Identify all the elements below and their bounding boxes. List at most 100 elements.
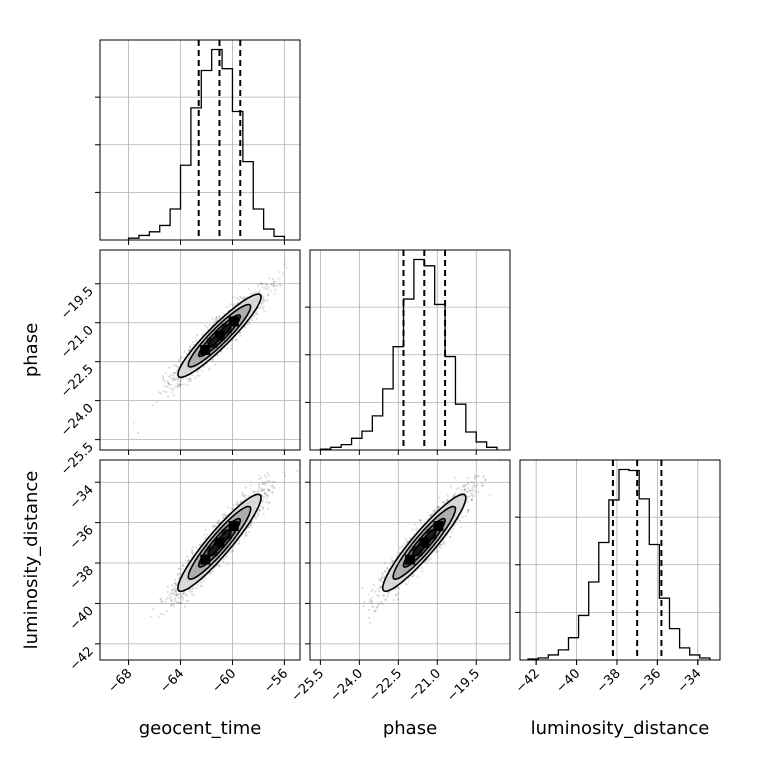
sample-point <box>249 484 252 487</box>
sample-point <box>171 603 174 607</box>
sample-point <box>217 520 220 523</box>
density-cell <box>200 345 211 355</box>
sample-point <box>222 560 225 563</box>
sample-point <box>257 489 260 492</box>
sample-point <box>264 288 267 291</box>
sample-point <box>178 593 181 596</box>
sample-point <box>250 525 253 528</box>
sample-point <box>265 500 268 504</box>
sample-point <box>177 596 180 599</box>
sample-point <box>224 514 227 517</box>
sample-point <box>473 484 476 487</box>
sample-point <box>267 293 270 296</box>
sample-point <box>172 364 175 367</box>
sample-point <box>279 284 282 287</box>
sample-point <box>220 350 223 353</box>
sample-point <box>176 600 179 603</box>
sample-point <box>204 537 208 540</box>
sample-point <box>164 600 167 603</box>
sample-point <box>194 376 197 379</box>
density-cell <box>207 337 218 348</box>
histogram-luminosity_distance <box>527 468 711 660</box>
sample-point <box>177 593 180 596</box>
sample-point <box>482 476 485 479</box>
sample-point <box>436 549 439 552</box>
sample-point <box>371 588 374 591</box>
sample-point <box>244 497 247 500</box>
density-cell <box>221 529 232 540</box>
sample-point <box>177 385 180 388</box>
sample-point <box>237 542 240 545</box>
sample-point <box>204 528 207 532</box>
sample-point <box>176 379 179 382</box>
sample-point <box>224 513 227 516</box>
density-cell <box>221 323 232 334</box>
sample-point <box>174 371 177 374</box>
sample-point <box>296 469 299 472</box>
sample-point <box>173 374 176 377</box>
sample-point <box>216 354 219 357</box>
sample-point <box>268 501 271 504</box>
sample-point <box>259 305 262 308</box>
hist-panel-geocent_time <box>95 39 301 245</box>
sample-point <box>180 601 183 605</box>
sample-point <box>241 297 244 300</box>
sample-point <box>162 376 165 379</box>
sample-point <box>461 485 465 488</box>
sample-point <box>170 373 174 376</box>
sample-point <box>396 551 399 554</box>
sample-point <box>272 486 275 489</box>
sample-point <box>171 377 174 381</box>
sample-point <box>202 365 205 368</box>
sample-point <box>278 270 281 274</box>
sample-point <box>262 513 265 516</box>
sample-point <box>236 502 239 505</box>
histogram-geocent_time <box>127 48 286 240</box>
sample-point <box>260 505 263 508</box>
contour-line-3 <box>207 323 232 348</box>
sample-point <box>194 339 198 342</box>
sample-point <box>171 589 174 592</box>
sample-point <box>231 507 234 511</box>
sample-point <box>178 358 181 361</box>
sample-point <box>166 385 169 388</box>
sample-point <box>158 391 161 394</box>
sample-point <box>384 561 387 565</box>
sample-point <box>262 481 265 484</box>
sample-point <box>237 301 240 304</box>
sample-point <box>266 507 270 510</box>
sample-point <box>264 299 267 303</box>
sample-point <box>262 507 265 510</box>
sample-point <box>178 380 181 383</box>
sample-point <box>243 326 246 329</box>
sample-point <box>254 517 258 520</box>
sample-point <box>267 502 270 505</box>
sample-point <box>271 492 274 495</box>
sample-point <box>260 282 263 285</box>
sample-point <box>174 588 178 591</box>
panel-content <box>100 460 300 660</box>
sample-point <box>198 374 201 377</box>
sample-point <box>233 504 236 507</box>
sample-point <box>189 590 192 593</box>
sample-point <box>263 474 267 477</box>
sample-point <box>252 490 255 493</box>
sample-point <box>175 582 178 585</box>
sample-point <box>191 548 194 551</box>
sample-point <box>266 479 269 483</box>
sample-point <box>254 312 257 315</box>
sample-point <box>267 495 270 498</box>
sample-point <box>167 375 171 378</box>
sample-point <box>191 340 194 343</box>
sample-point <box>178 360 181 363</box>
sample-point <box>169 597 172 601</box>
contour-line-0 <box>177 493 262 593</box>
sample-point <box>379 586 382 589</box>
sample-point <box>283 262 287 266</box>
sample-point <box>171 592 175 596</box>
sample-point <box>361 587 364 590</box>
sample-point <box>169 374 172 377</box>
sample-point <box>177 365 180 368</box>
sample-point <box>211 570 214 573</box>
